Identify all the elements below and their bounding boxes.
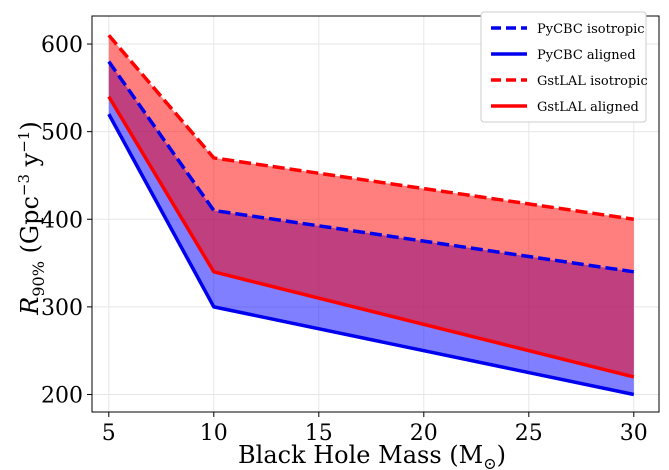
- series-line: [107, 34, 635, 221]
- legend-label: PyCBC aligned: [537, 48, 636, 63]
- y-tick-label: 400: [41, 208, 83, 233]
- series-line: [107, 113, 635, 397]
- x-tick-label: 25: [515, 421, 543, 446]
- series-lines: [107, 34, 635, 397]
- ticks: 5 10 15 20 25 30 200 300 400 500 600: [41, 33, 648, 446]
- fill-area: [108, 35, 634, 377]
- x-axis-label: Black Hole Mass (M⊙): [238, 441, 506, 470]
- series-line: [107, 95, 635, 379]
- x-tick-label: 10: [200, 421, 228, 446]
- legend-label: GstLAL isotropic: [537, 74, 648, 89]
- y-tick-label: 500: [41, 121, 83, 146]
- legend-label: PyCBC isotropic: [537, 22, 645, 37]
- legend-box: [480, 11, 647, 123]
- x-tick-label: 5: [102, 421, 116, 446]
- x-tick-label: 30: [620, 421, 648, 446]
- x-tick-label: 20: [410, 421, 438, 446]
- x-tick-label: 15: [305, 421, 333, 446]
- plot-frame: [91, 15, 660, 413]
- legend: PyCBC isotropic PyCBC aligned GstLAL isotr…: [480, 11, 648, 123]
- legend-label: GstLAL aligned: [537, 100, 639, 115]
- y-axis-label: R90% (Gpc−3 y−1): [15, 121, 48, 315]
- y-tick-label: 600: [41, 33, 83, 58]
- y-tick-label: 200: [41, 383, 83, 408]
- y-tick-label: 300: [41, 296, 83, 321]
- series-line: [107, 60, 635, 274]
